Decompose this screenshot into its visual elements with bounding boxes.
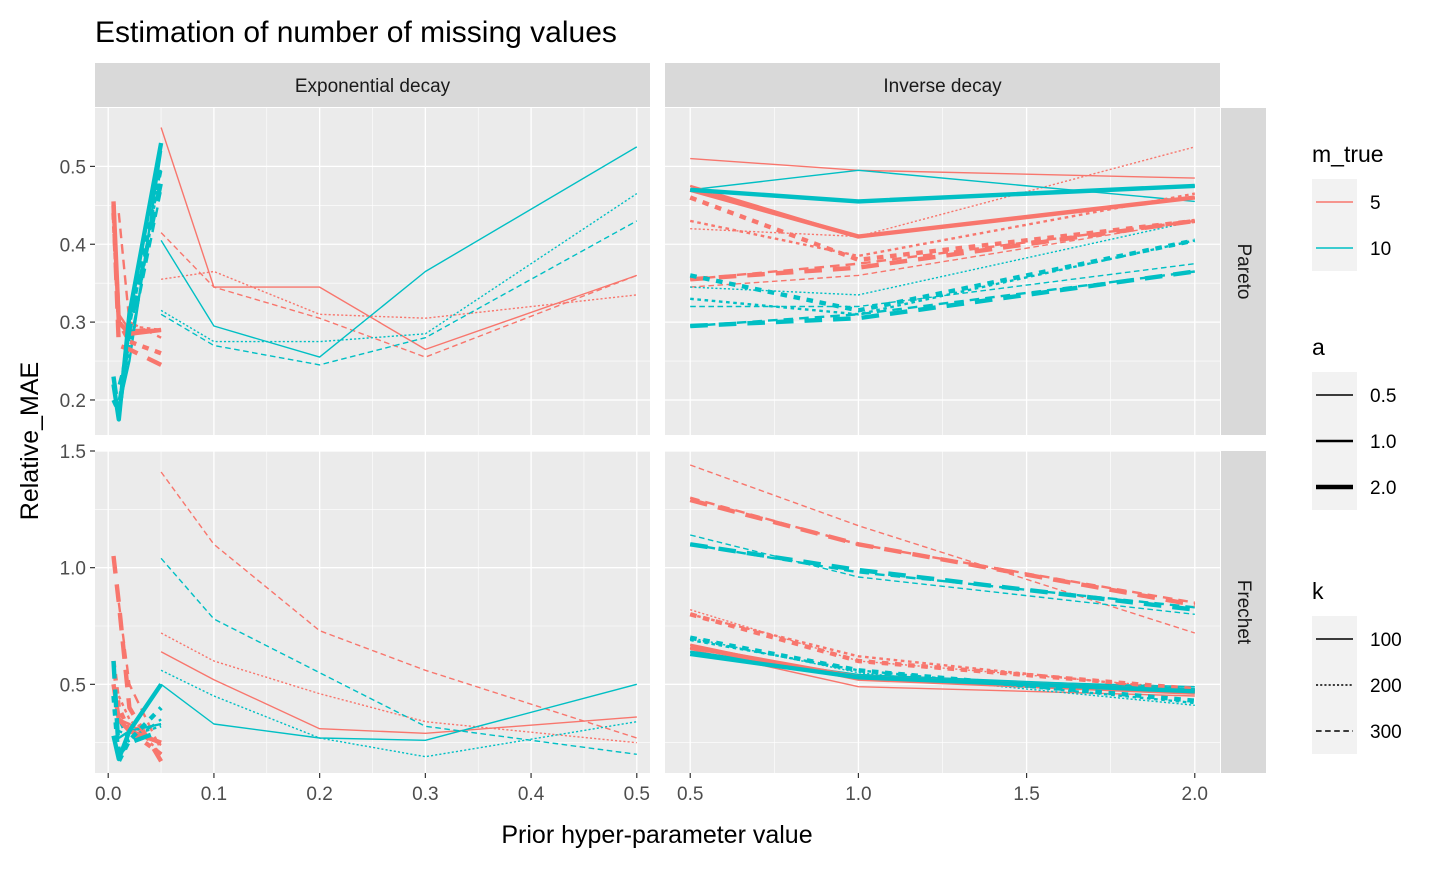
- series-line-m5-a2-k100: [689, 187, 1196, 239]
- facet-panel-inv-pareto: [665, 108, 1220, 435]
- legend-a: a 0.5 1.0 2.0: [1312, 334, 1396, 510]
- y-tick-label: 0.5: [60, 157, 86, 178]
- series-line-m5-a0.5-k300: [689, 464, 1196, 634]
- legends: m_true 5 10 a 0.5 1.0 2.0 k 100 200 300: [1312, 141, 1402, 754]
- chart-title: Estimation of number of missing values: [95, 16, 617, 49]
- y-tick-label: 0.2: [60, 391, 86, 412]
- series-line-m10-a0.5-k300: [690, 263, 1195, 308]
- series-line-m10-a0.5-k200: [690, 220, 1195, 296]
- series-line-m5-a1-k200: [117, 695, 162, 756]
- facet-panels: Exponential decay Inverse decay Pareto Frec…: [60, 63, 1266, 805]
- x-tick-label: 0.1: [201, 784, 227, 805]
- series-line-m5-a0.5-k300: [690, 220, 1195, 288]
- legend-label: 5: [1370, 193, 1381, 214]
- legend-label: 100: [1370, 630, 1402, 651]
- series-line-m10-a2-k100: [689, 651, 1195, 694]
- series-line-m5-a0.5-k200: [160, 632, 637, 744]
- x-axis-title: Prior hyper-parameter value: [501, 821, 812, 849]
- legend-label: 2.0: [1370, 478, 1396, 499]
- series-line-m5-a0.5-k300: [160, 232, 638, 358]
- facet-strip-row-1: [1221, 451, 1266, 773]
- facet-strip-col-0: [95, 63, 650, 107]
- x-tick-label: 0.3: [412, 784, 438, 805]
- x-tick-label: 0.5: [677, 784, 703, 805]
- series-line-m10-a1-k300: [690, 270, 1195, 328]
- series-line-m5-a2-k100: [111, 201, 162, 336]
- legend-label: 10: [1370, 239, 1391, 260]
- x-tick-label: 0.2: [306, 784, 332, 805]
- series-line-m10-a1-k300: [117, 718, 162, 744]
- x-tick-label: 0.5: [624, 784, 650, 805]
- series-line-m10-a0.5-k200: [160, 669, 637, 758]
- series-line-m10-a1-k100: [690, 650, 1195, 691]
- series-line-m10-a2-k200: [689, 635, 1195, 703]
- x-tick-label: 2.0: [1182, 784, 1208, 805]
- facet-strip-row-0: [1221, 108, 1266, 435]
- facet-panel-exp-pareto: [95, 108, 650, 435]
- y-tick-label: 1.0: [60, 559, 86, 580]
- legend-title: m_true: [1312, 141, 1384, 167]
- series-line-m10-a2-k200: [689, 238, 1196, 313]
- facet-strip-col-label: Inverse decay: [883, 76, 1002, 97]
- legend-label: 0.5: [1370, 386, 1396, 407]
- y-tick-label: 0.5: [60, 675, 86, 696]
- x-tick-label: 0.0: [95, 784, 121, 805]
- series-line-m10-a0.5-k300: [160, 220, 638, 366]
- y-tick-label: 1.5: [60, 442, 86, 463]
- series-line-m10-a0.5-k300: [690, 534, 1195, 615]
- y-tick-label: 0.4: [60, 235, 87, 256]
- legend-label: 300: [1370, 722, 1402, 743]
- series-line-m5-a2-k200: [689, 612, 1195, 692]
- series-line-m5-a1-k300: [690, 219, 1195, 281]
- series-line-m10-a2-k300: [111, 181, 164, 418]
- series-line-m10-a0.5-k200: [160, 193, 638, 343]
- series-line-m10-a1-k300: [690, 543, 1195, 609]
- facet-strip-col-1: [665, 63, 1220, 107]
- legend-title: a: [1312, 334, 1325, 360]
- series-line-m5-a2-k300: [689, 497, 1196, 608]
- x-tick-label: 0.4: [518, 784, 545, 805]
- legend-k: k 100 200 300: [1312, 578, 1402, 754]
- series-line-m5-a0.5-k100: [160, 651, 637, 734]
- series-line-m5-a0.5-k300: [160, 471, 638, 739]
- series-line-m10-a2-k100: [111, 683, 163, 762]
- series-line-m5-a0.5-k100: [160, 127, 638, 351]
- series-line-m5-a0.5-k200: [160, 270, 637, 319]
- legend-label: 1.0: [1370, 432, 1396, 453]
- y-axis-title: Relative_MAE: [16, 362, 44, 520]
- legend-m-true: m_true 5 10: [1312, 141, 1391, 271]
- x-tick-label: 1.5: [1013, 784, 1039, 805]
- legend-label: 200: [1370, 676, 1402, 697]
- facet-strip-col-label: Exponential decay: [295, 76, 451, 97]
- legend-title: k: [1312, 578, 1324, 604]
- facet-strip-row-label: Pareto: [1233, 244, 1254, 300]
- facet-strip-row-label: Frechet: [1233, 580, 1254, 645]
- y-tick-label: 0.3: [60, 313, 86, 334]
- series-line-m10-a0.5-k100: [160, 146, 638, 358]
- facet-panel-inv-frechet: [665, 450, 1220, 773]
- series-line-m10-a2-k100: [690, 183, 1195, 204]
- series-line-m5-a2-k300: [111, 555, 163, 763]
- facet-panel-exp-frechet: [95, 450, 650, 773]
- series-line-m10-a2-k300: [111, 660, 162, 757]
- x-tick-label: 1.0: [845, 784, 871, 805]
